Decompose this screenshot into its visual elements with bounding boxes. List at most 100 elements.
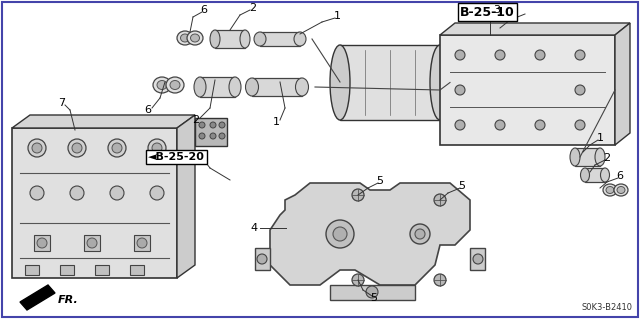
Circle shape (210, 122, 216, 128)
Ellipse shape (240, 30, 250, 48)
Bar (340, 45, 440, 120)
Text: FR.: FR. (58, 295, 79, 305)
Bar (200, 77, 235, 97)
Text: B-25-10: B-25-10 (460, 5, 515, 19)
Circle shape (72, 143, 82, 153)
Circle shape (87, 238, 97, 248)
Ellipse shape (614, 184, 628, 196)
Circle shape (455, 85, 465, 95)
Circle shape (434, 194, 446, 206)
Bar (95, 265, 109, 275)
Text: 6: 6 (200, 5, 207, 15)
Circle shape (30, 186, 44, 200)
Ellipse shape (177, 31, 193, 45)
Text: S0K3-B2410: S0K3-B2410 (581, 303, 632, 312)
Polygon shape (440, 23, 630, 35)
Bar (585, 168, 605, 182)
Circle shape (575, 85, 585, 95)
Circle shape (415, 229, 425, 239)
Ellipse shape (296, 78, 308, 96)
Circle shape (495, 120, 505, 130)
Circle shape (148, 139, 166, 157)
Circle shape (352, 274, 364, 286)
Text: 1: 1 (333, 11, 340, 21)
Ellipse shape (210, 30, 220, 48)
Circle shape (434, 274, 446, 286)
Ellipse shape (157, 80, 167, 90)
Polygon shape (255, 248, 270, 270)
Ellipse shape (170, 80, 180, 90)
Ellipse shape (600, 168, 609, 182)
Circle shape (575, 50, 585, 60)
Circle shape (108, 139, 126, 157)
Ellipse shape (580, 168, 589, 182)
Circle shape (112, 143, 122, 153)
Circle shape (32, 143, 42, 153)
Ellipse shape (191, 34, 200, 42)
Polygon shape (470, 248, 485, 270)
Bar (25, 265, 39, 275)
Polygon shape (177, 115, 195, 278)
Ellipse shape (194, 77, 206, 97)
Circle shape (535, 120, 545, 130)
Circle shape (110, 186, 124, 200)
Circle shape (410, 224, 430, 244)
Bar (575, 148, 600, 166)
Text: 5: 5 (376, 176, 383, 186)
Text: 6: 6 (616, 171, 623, 181)
Circle shape (70, 186, 84, 200)
Polygon shape (270, 183, 470, 285)
Text: 2: 2 (604, 153, 611, 163)
Circle shape (455, 120, 465, 130)
Bar (440, 35, 615, 145)
Text: 2: 2 (250, 3, 257, 13)
Ellipse shape (153, 77, 171, 93)
Text: 1: 1 (596, 133, 604, 143)
Circle shape (352, 189, 364, 201)
Circle shape (575, 120, 585, 130)
Text: 3: 3 (493, 5, 500, 15)
Ellipse shape (166, 77, 184, 93)
Text: 4: 4 (250, 223, 257, 233)
Polygon shape (20, 285, 55, 310)
Ellipse shape (617, 187, 625, 194)
Circle shape (257, 254, 267, 264)
Polygon shape (12, 115, 195, 128)
Polygon shape (615, 23, 630, 145)
Polygon shape (330, 285, 415, 300)
Circle shape (210, 133, 216, 139)
Circle shape (495, 50, 505, 60)
Text: 5: 5 (458, 181, 465, 191)
Circle shape (150, 186, 164, 200)
Bar (134, 235, 150, 251)
Circle shape (366, 286, 378, 298)
Bar (195, 118, 227, 146)
Ellipse shape (187, 31, 203, 45)
Ellipse shape (603, 184, 617, 196)
Text: 2: 2 (193, 115, 200, 125)
Circle shape (535, 50, 545, 60)
Bar (12, 128, 177, 278)
Circle shape (326, 220, 354, 248)
Bar (215, 30, 245, 48)
Bar (60, 265, 74, 275)
Text: ◄B-25-20: ◄B-25-20 (148, 152, 205, 162)
Ellipse shape (254, 32, 266, 46)
Circle shape (199, 122, 205, 128)
Ellipse shape (570, 148, 580, 166)
Circle shape (455, 50, 465, 60)
Ellipse shape (294, 32, 306, 46)
Bar (84, 235, 100, 251)
Ellipse shape (595, 148, 605, 166)
Ellipse shape (330, 45, 350, 120)
Circle shape (219, 122, 225, 128)
Circle shape (28, 139, 46, 157)
Circle shape (473, 254, 483, 264)
Ellipse shape (606, 187, 614, 194)
Text: 5: 5 (371, 293, 378, 303)
Ellipse shape (246, 78, 259, 96)
Ellipse shape (430, 45, 450, 120)
Circle shape (152, 143, 162, 153)
Circle shape (68, 139, 86, 157)
Bar (34, 235, 50, 251)
